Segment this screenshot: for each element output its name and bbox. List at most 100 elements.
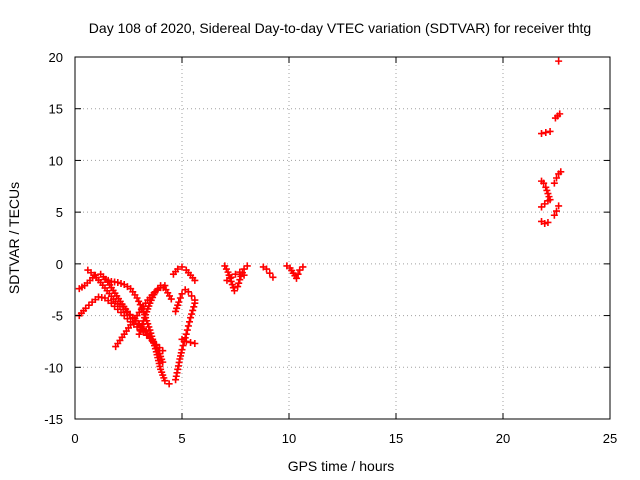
data-point [540, 179, 548, 187]
data-point [135, 330, 143, 338]
data-point [232, 270, 239, 278]
data-point [546, 127, 554, 135]
data-point [104, 276, 112, 284]
data-point [237, 272, 245, 280]
data-point [159, 358, 167, 366]
data-points [75, 57, 565, 388]
data-point [136, 327, 144, 335]
data-point [189, 306, 197, 314]
y-tick-label: -10 [44, 360, 63, 375]
data-point [235, 279, 243, 287]
sat-track-10 [169, 263, 199, 284]
data-point [243, 262, 251, 270]
data-point [179, 342, 187, 350]
data-point [299, 263, 307, 271]
data-point [223, 276, 231, 284]
sat-track-11 [221, 262, 251, 295]
data-point [178, 263, 186, 271]
data-point [227, 273, 235, 281]
data-point [292, 274, 300, 282]
data-point [184, 288, 192, 296]
data-point [161, 377, 169, 385]
data-point [188, 310, 196, 318]
sat-track-17 [538, 197, 552, 211]
data-point [269, 273, 277, 281]
y-axis-label: SDTVAR / TECUs [6, 182, 22, 294]
data-point [174, 265, 182, 273]
data-point [187, 314, 195, 322]
data-point [236, 276, 244, 284]
data-point [263, 265, 271, 273]
data-point [294, 270, 302, 278]
data-point [139, 317, 147, 325]
data-point [176, 294, 184, 302]
sat-track-14 [283, 262, 307, 282]
data-point [544, 197, 552, 205]
grid [75, 57, 610, 419]
x-tick-label: 5 [178, 431, 185, 446]
data-point [167, 295, 175, 303]
data-point [538, 130, 546, 138]
data-point [236, 268, 244, 276]
data-point [240, 271, 248, 279]
x-tick-label: 0 [71, 431, 78, 446]
data-point [541, 220, 549, 228]
x-tick-label: 25 [603, 431, 617, 446]
sat-track-15 [538, 127, 554, 138]
data-point [117, 280, 125, 288]
y-tick-label: -15 [44, 412, 63, 427]
sat-track-20 [550, 168, 565, 187]
data-point [550, 211, 558, 219]
data-point [182, 330, 190, 338]
sat-track-16 [538, 177, 554, 204]
y-tick-label: -5 [51, 309, 63, 324]
data-point [183, 326, 191, 334]
x-tick-label: 15 [389, 431, 403, 446]
sat-track-12 [223, 268, 248, 284]
data-point [191, 299, 199, 307]
y-tick-label: 5 [56, 205, 63, 220]
data-point [178, 346, 186, 354]
y-tick-label: 10 [49, 153, 63, 168]
y-tick-label: 0 [56, 257, 63, 272]
data-point [191, 339, 199, 347]
sat-track-6 [135, 282, 175, 338]
data-point [191, 276, 199, 284]
data-point [550, 179, 558, 187]
data-point [178, 335, 186, 343]
axis-ticks: 0 5 10 15 20 25 -15 -10 -5 0 5 10 15 20 [44, 50, 617, 446]
data-point [184, 322, 192, 330]
data-point [165, 380, 173, 388]
data-point [137, 324, 145, 332]
y-tick-label: 20 [49, 50, 63, 65]
data-point [557, 168, 565, 176]
data-point [544, 218, 552, 226]
data-point [234, 283, 242, 291]
x-axis-label: GPS time / hours [288, 458, 395, 474]
data-point [553, 207, 560, 215]
data-point [187, 338, 195, 346]
x-tick-label: 10 [282, 431, 296, 446]
data-point [175, 298, 183, 306]
data-point [555, 202, 563, 210]
data-point [553, 174, 560, 182]
sat-track-5 [112, 282, 169, 351]
data-point [555, 57, 563, 65]
data-point [178, 290, 186, 298]
data-point [135, 297, 143, 305]
y-tick-label: 15 [49, 102, 63, 117]
data-point [182, 337, 190, 345]
x-tick-label: 20 [496, 431, 510, 446]
data-point [190, 303, 198, 311]
data-point [114, 278, 122, 286]
plot-frame [74, 56, 611, 420]
data-point [185, 318, 193, 326]
sat-track-19 [551, 110, 564, 122]
chart-title: Day 108 of 2020, Sidereal Day-to-day VTE… [89, 20, 591, 36]
data-point [188, 292, 196, 300]
data-point [542, 129, 550, 137]
data-point [101, 275, 109, 283]
data-point [266, 269, 274, 277]
sat-track-9 [178, 335, 199, 347]
